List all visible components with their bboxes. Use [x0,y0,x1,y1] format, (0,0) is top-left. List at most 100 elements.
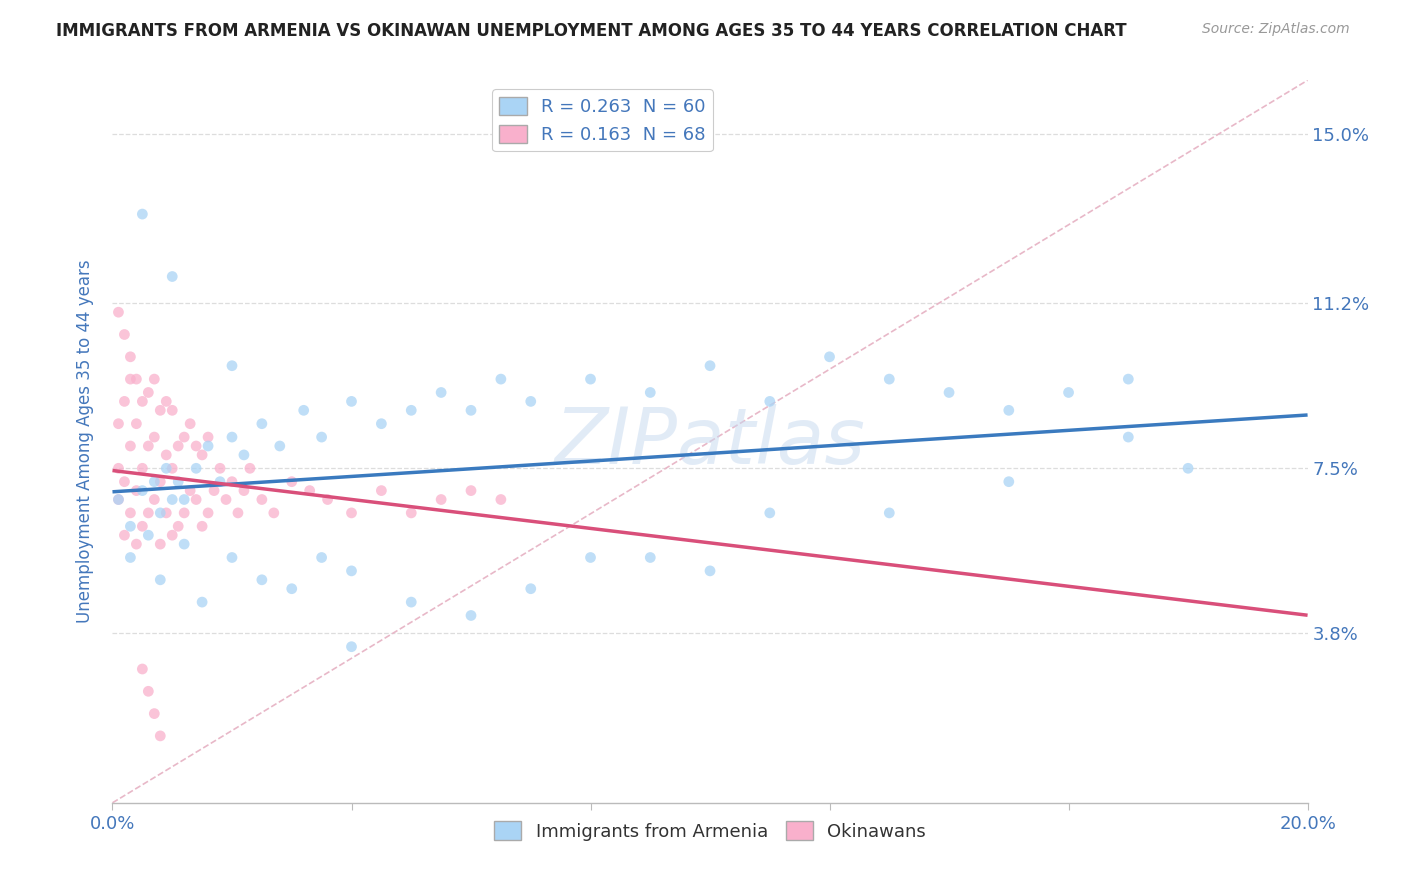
Point [879,506,901,520]
Point [155,506,177,520]
Point [292,403,315,417]
Point [131,483,153,498]
Point [167,475,190,489]
Point [998,475,1021,489]
Point [370,483,392,498]
Point [131,662,153,676]
Point [162,461,183,475]
Point [162,403,183,417]
Point [215,492,238,507]
Point [173,537,195,551]
Point [149,573,172,587]
Point [209,475,232,489]
Point [759,506,782,520]
Point [311,430,333,444]
Point [370,417,392,431]
Point [114,327,135,342]
Point [759,394,782,409]
Point [120,350,142,364]
Point [281,582,304,596]
Point [143,372,166,386]
Point [250,492,273,507]
Point [138,439,160,453]
Point [138,506,160,520]
Point [120,506,142,520]
Point [114,394,135,409]
Point [186,492,208,507]
Point [401,506,423,520]
Point [460,608,482,623]
Point [250,573,273,587]
Point [138,385,160,400]
Point [107,417,129,431]
Point [149,537,172,551]
Point [162,492,183,507]
Point [197,439,219,453]
Point [340,506,363,520]
Point [125,417,148,431]
Point [173,506,195,520]
Point [155,461,177,475]
Point [316,492,339,507]
Point [879,372,901,386]
Point [167,439,190,453]
Point [239,461,262,475]
Point [401,403,423,417]
Point [179,483,201,498]
Point [640,385,662,400]
Point [640,550,662,565]
Point [489,372,512,386]
Point [120,439,142,453]
Point [143,492,166,507]
Legend: Immigrants from Armenia, Okinawans: Immigrants from Armenia, Okinawans [486,814,934,848]
Point [114,475,135,489]
Point [125,372,148,386]
Point [131,394,153,409]
Point [298,483,321,498]
Point [340,640,363,654]
Point [281,475,304,489]
Point [311,550,333,565]
Point [430,492,453,507]
Point [520,582,543,596]
Point [186,439,208,453]
Point [1118,430,1140,444]
Point [191,519,214,533]
Point [250,417,273,431]
Point [149,729,172,743]
Point [138,684,160,698]
Point [107,492,129,507]
Point [138,528,160,542]
Point [1177,461,1199,475]
Point [173,430,195,444]
Point [143,430,166,444]
Point [120,372,142,386]
Point [143,706,166,721]
Point [401,595,423,609]
Point [340,564,363,578]
Point [269,439,291,453]
Point [131,461,153,475]
Point [1118,372,1140,386]
Point [460,403,482,417]
Point [699,564,721,578]
Point [460,483,482,498]
Point [155,448,177,462]
Point [579,372,602,386]
Point [221,359,243,373]
Point [131,207,153,221]
Point [579,550,602,565]
Point [120,519,142,533]
Point [186,461,208,475]
Point [107,305,129,319]
Point [149,506,172,520]
Point [114,528,135,542]
Point [143,475,166,489]
Point [263,506,285,520]
Point [1057,385,1080,400]
Text: IMMIGRANTS FROM ARMENIA VS OKINAWAN UNEMPLOYMENT AMONG AGES 35 TO 44 YEARS CORRE: IMMIGRANTS FROM ARMENIA VS OKINAWAN UNEM… [56,22,1126,40]
Point [489,492,512,507]
Point [221,430,243,444]
Point [149,475,172,489]
Point [191,595,214,609]
